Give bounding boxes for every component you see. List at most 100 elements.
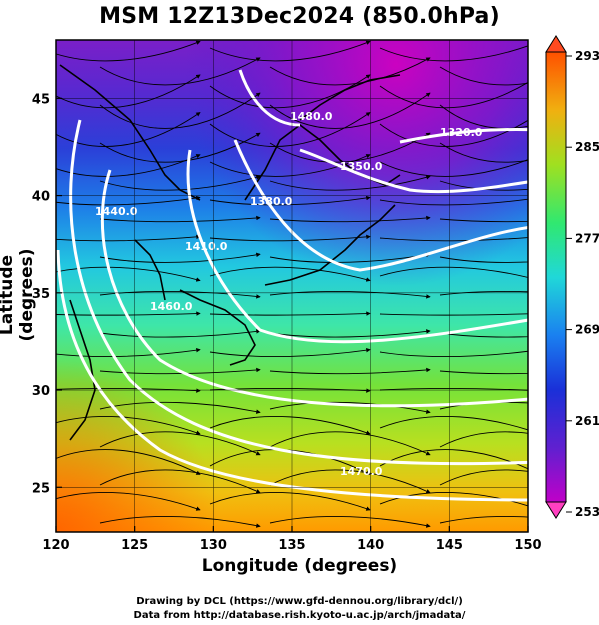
streamline	[269, 57, 431, 86]
streamline	[439, 516, 528, 524]
streamline	[99, 367, 261, 375]
streamline	[56, 347, 201, 358]
streamline	[269, 516, 431, 528]
x-tick-label: 140	[357, 538, 384, 553]
streamline	[269, 290, 431, 299]
streamline	[269, 469, 431, 494]
streamline	[379, 449, 528, 470]
colorbar-top-arrow	[545, 35, 567, 53]
map-title: MSM 12Z13Dec2024 (850.0hPa)	[99, 4, 500, 29]
contour-line	[100, 169, 528, 408]
streamline	[379, 45, 528, 62]
streamline	[439, 370, 528, 375]
streamline	[439, 431, 528, 448]
streamline	[99, 469, 261, 494]
height-contours: 1320.0 1350.0 1380.0 1410.0 1440.0 1460.0 1470…	[56, 69, 528, 502]
x-axis: 120 125 130 135 140 145 150	[42, 526, 542, 553]
y-axis: 25 30 35 40 45	[32, 92, 62, 496]
streamline	[56, 195, 201, 206]
contour-label: 1440.0	[95, 205, 138, 218]
streamline	[269, 215, 431, 223]
streamline	[379, 492, 528, 507]
streamline	[56, 40, 201, 62]
streamline	[439, 218, 528, 223]
x-axis-label: Longitude (degrees)	[201, 556, 398, 576]
streamline	[379, 350, 528, 358]
colorbar-label: 269	[575, 323, 599, 337]
streamline	[99, 252, 261, 263]
contour-line	[69, 119, 528, 466]
streamline	[439, 180, 528, 191]
x-tick-label: 125	[121, 538, 148, 553]
streamline	[99, 215, 261, 223]
streamline	[209, 154, 371, 177]
streamline	[209, 311, 371, 316]
contour-label: 1470.0	[340, 465, 383, 478]
streamline	[56, 492, 201, 511]
streamline	[439, 256, 528, 263]
streamline	[209, 234, 371, 242]
credit-data: Data from http://database.rish.kyoto-u.a…	[133, 610, 466, 621]
contour-line	[233, 139, 528, 272]
streamline	[209, 266, 371, 282]
streamlines	[56, 40, 528, 528]
contour-label: 1380.0	[250, 195, 293, 208]
streamline	[379, 119, 528, 147]
y-tick-label: 30	[32, 384, 50, 399]
contour-line	[56, 249, 528, 502]
contour-label: 1320.0	[440, 126, 483, 139]
streamline	[379, 313, 528, 316]
streamline	[209, 74, 371, 109]
streamline	[269, 252, 431, 263]
graticule	[56, 40, 528, 532]
streamline	[99, 57, 261, 86]
colorbar-label: 293	[575, 49, 599, 63]
y-tick-label: 45	[32, 92, 50, 107]
credit-drawing: Drawing by DCL (https://www.gfd-dennou.o…	[136, 596, 463, 607]
streamline	[99, 516, 261, 528]
streamline	[269, 367, 431, 375]
y-tick-label: 40	[32, 190, 50, 205]
streamline	[379, 159, 528, 177]
streamline	[209, 40, 371, 62]
streamline	[269, 329, 431, 338]
x-tick-label: 150	[514, 538, 541, 553]
colorbar-label: 285	[575, 140, 599, 154]
contour-line	[399, 128, 528, 144]
contour-label: 1410.0	[185, 240, 228, 253]
x-tick-label: 135	[278, 538, 305, 553]
contour-line	[238, 69, 301, 127]
streamline	[99, 401, 261, 414]
contour-label: 1480.0	[290, 110, 333, 123]
streamline	[99, 132, 261, 163]
streamline	[269, 431, 431, 456]
streamline	[379, 81, 528, 109]
streamline	[209, 492, 371, 511]
streamline	[439, 401, 528, 410]
streamline	[56, 234, 201, 242]
streamline	[379, 198, 528, 206]
x-tick-label: 120	[42, 538, 69, 553]
y-tick-label: 35	[32, 287, 50, 302]
streamline	[209, 195, 371, 206]
streamline	[209, 415, 371, 435]
y-tick-label: 25	[32, 481, 50, 496]
contour-line	[186, 149, 528, 344]
colorbar-label: 253	[575, 505, 599, 519]
streamline	[99, 431, 261, 456]
x-tick-label: 145	[436, 538, 463, 553]
streamline	[56, 154, 201, 177]
streamline	[99, 329, 261, 338]
streamline	[379, 237, 528, 242]
contour-label: 1460.0	[150, 300, 193, 313]
streamline	[56, 449, 201, 475]
streamline	[269, 401, 431, 414]
streamline	[56, 112, 201, 147]
y-axis-label: Latitude (degrees)	[0, 248, 37, 342]
streamline	[269, 132, 431, 163]
contour-line	[299, 148, 528, 194]
streamline	[56, 266, 201, 282]
streamline	[269, 175, 431, 191]
streamline	[439, 142, 528, 163]
